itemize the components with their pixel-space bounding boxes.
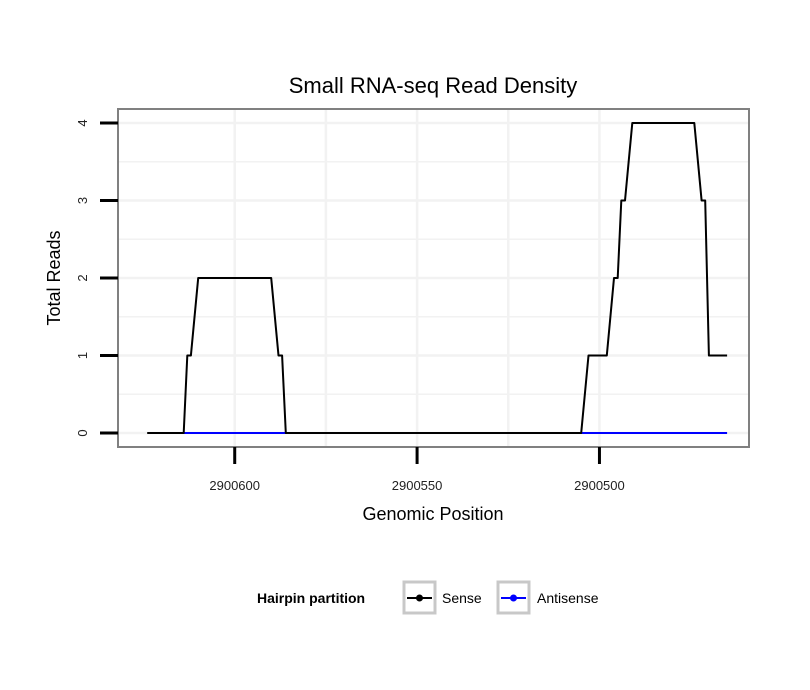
y-axis-title: Total Reads	[44, 230, 64, 325]
x-tick-label: 2900550	[392, 478, 443, 493]
x-tick-label: 2900600	[209, 478, 260, 493]
legend-title: Hairpin partition	[257, 590, 365, 606]
y-tick-label: 1	[75, 352, 90, 359]
legend-label-antisense: Antisense	[537, 590, 599, 606]
y-tick-label: 2	[75, 274, 90, 281]
legend: Hairpin partition Sense Antisense	[257, 580, 599, 615]
series-line-sense	[147, 122, 728, 434]
y-tick-label: 3	[75, 197, 90, 204]
x-axis-title: Genomic Position	[362, 504, 503, 524]
y-tick-label: 4	[75, 119, 90, 126]
chart-title: Small RNA-seq Read Density	[289, 73, 578, 98]
x-tick-label: 2900500	[574, 478, 625, 493]
legend-key-antisense-point	[510, 594, 517, 602]
y-tick-label: 0	[75, 429, 90, 436]
legend-label-sense: Sense	[442, 590, 482, 606]
legend-key-sense-point	[416, 594, 423, 602]
